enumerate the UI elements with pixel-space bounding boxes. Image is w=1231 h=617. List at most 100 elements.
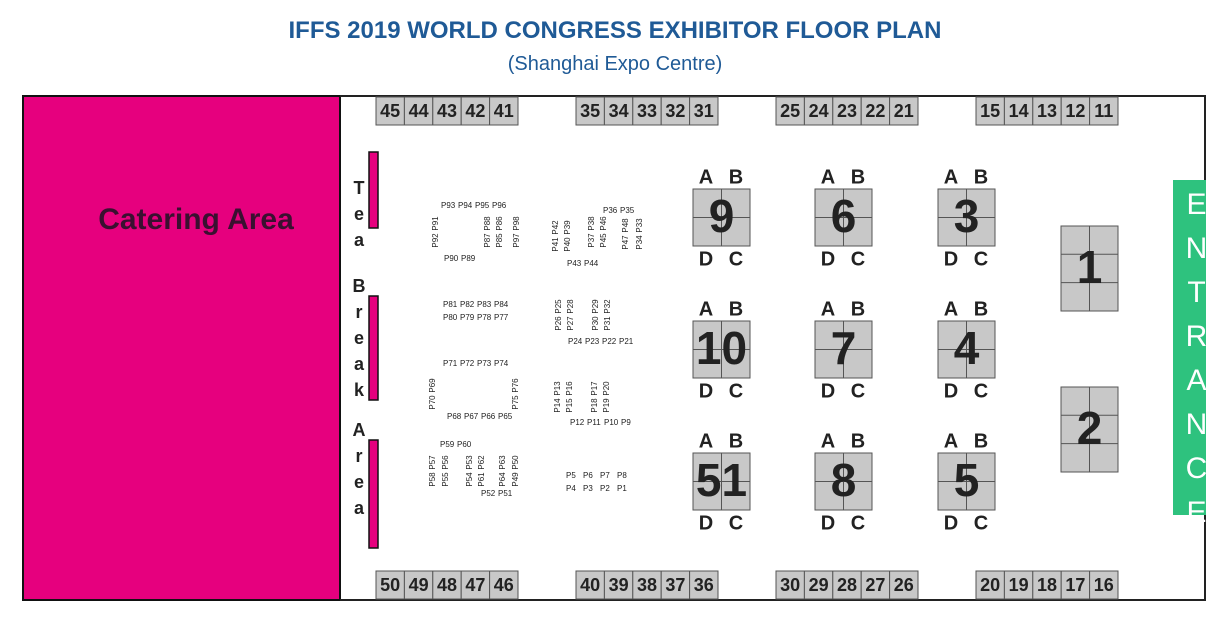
poster-label: P41 — [551, 237, 560, 252]
corner-label: C — [729, 512, 743, 534]
poster-label: P33 — [635, 218, 644, 233]
poster-label: P88 — [483, 216, 492, 231]
corner-label: B — [974, 166, 988, 188]
corner-label: D — [699, 512, 713, 534]
poster-label: P20 — [602, 381, 611, 396]
booth — [889, 570, 919, 600]
island-label: 6 — [831, 190, 857, 242]
booth — [1089, 570, 1119, 600]
poster-label: P55 — [441, 472, 450, 487]
poster-label: P13 — [553, 381, 562, 396]
entrance-label: ENTRANCE — [1180, 188, 1213, 540]
poster-label: P19 — [602, 398, 611, 413]
booth — [1060, 96, 1091, 126]
booth-label: 23 — [837, 101, 857, 121]
booth — [889, 96, 919, 126]
booth-label: 32 — [665, 101, 685, 121]
booth-label: 47 — [465, 575, 485, 595]
booth-label: 48 — [437, 575, 457, 595]
poster-label: P25 — [554, 299, 563, 314]
booth-label: 26 — [894, 575, 914, 595]
poster-label: P70 — [428, 395, 437, 410]
entrance-area — [1173, 180, 1206, 515]
poster-label: P65 — [498, 412, 513, 421]
booth-label: 50 — [380, 575, 400, 595]
corner-label: B — [729, 298, 743, 320]
poster-label: P84 — [494, 300, 509, 309]
booth-label: 25 — [780, 101, 800, 121]
booth — [1060, 570, 1091, 600]
booth-label: 11 — [1094, 101, 1113, 121]
poster-label: P48 — [621, 218, 630, 233]
corner-label: C — [851, 380, 865, 402]
poster-label: P49 — [511, 472, 520, 487]
poster-label: P16 — [565, 381, 574, 396]
poster-label: P50 — [511, 455, 520, 470]
booth-label: 27 — [865, 575, 885, 595]
poster-label: P90 — [444, 254, 459, 263]
poster-label: P89 — [461, 254, 476, 263]
booth-label: 43 — [437, 101, 457, 121]
island-label: 9 — [709, 190, 735, 242]
corner-label: A — [699, 298, 713, 320]
poster-label: P96 — [492, 201, 507, 210]
poster-label: P75 — [511, 395, 520, 410]
booth-label: 21 — [894, 101, 914, 121]
corner-label: D — [944, 380, 958, 402]
corner-label: A — [699, 166, 713, 188]
booth-label: 24 — [809, 101, 829, 121]
corner-label: D — [699, 380, 713, 402]
booth — [832, 96, 862, 126]
corner-label: C — [851, 512, 865, 534]
booth — [432, 570, 462, 600]
corner-label: D — [821, 248, 835, 270]
poster-label: P95 — [475, 201, 490, 210]
poster-label: P44 — [584, 259, 599, 268]
island-label: 8 — [831, 454, 857, 506]
corner-label: D — [821, 512, 835, 534]
subtitle: (Shanghai Expo Centre) — [508, 53, 723, 75]
booth — [489, 96, 519, 126]
booth — [775, 96, 805, 126]
booth-label: 20 — [980, 575, 1000, 595]
booth — [632, 570, 662, 600]
poster-label: P78 — [477, 313, 492, 322]
poster-label: P83 — [477, 300, 492, 309]
poster-label: P36 — [603, 206, 618, 215]
poster-label: P68 — [447, 412, 462, 421]
island-label: 51 — [696, 454, 747, 506]
poster-label: P9 — [621, 418, 631, 427]
poster-label: P69 — [428, 378, 437, 393]
poster-label: P4 — [566, 484, 576, 493]
poster-label: P40 — [563, 237, 572, 252]
poster-label: P64 — [498, 472, 507, 487]
catering-label: Catering Area — [98, 203, 294, 236]
booth — [1003, 96, 1034, 126]
poster-label: P18 — [590, 398, 599, 413]
poster-label: P23 — [585, 337, 600, 346]
booth-label: 18 — [1037, 575, 1057, 595]
poster-label: P54 — [465, 472, 474, 487]
poster-label: P51 — [498, 489, 513, 498]
corner-label: D — [699, 248, 713, 270]
poster-label: P91 — [431, 216, 440, 231]
poster-label: P46 — [599, 216, 608, 231]
poster-label: P92 — [431, 233, 440, 248]
poster-label: P56 — [441, 455, 450, 470]
booth-label: 30 — [780, 575, 800, 595]
large-booth-label: 1 — [1077, 241, 1103, 293]
poster-label: P77 — [494, 313, 509, 322]
booth — [575, 96, 605, 126]
corner-label: D — [821, 380, 835, 402]
poster-label: P35 — [620, 206, 635, 215]
booth-label: 41 — [494, 101, 514, 121]
poster-label: P10 — [604, 418, 619, 427]
booth — [803, 570, 834, 600]
poster-label: P47 — [621, 235, 630, 250]
poster-label: P53 — [465, 455, 474, 470]
booth — [432, 96, 462, 126]
island-label: 3 — [954, 190, 980, 242]
poster-label: P2 — [600, 484, 610, 493]
poster-label: P76 — [511, 378, 520, 393]
booth-label: 37 — [665, 575, 685, 595]
